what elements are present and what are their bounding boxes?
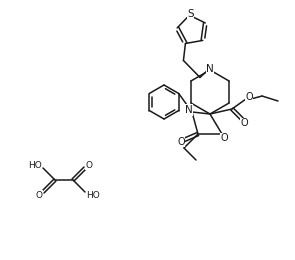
Text: N: N bbox=[185, 105, 193, 115]
Text: O: O bbox=[86, 160, 93, 170]
Text: HO: HO bbox=[28, 160, 42, 170]
Text: O: O bbox=[245, 92, 253, 102]
Text: N: N bbox=[206, 63, 214, 74]
Text: HO: HO bbox=[86, 191, 100, 199]
Text: O: O bbox=[240, 118, 248, 128]
Text: O: O bbox=[35, 191, 42, 199]
Text: O: O bbox=[177, 137, 185, 147]
Text: O: O bbox=[220, 133, 228, 143]
Text: S: S bbox=[187, 9, 194, 19]
